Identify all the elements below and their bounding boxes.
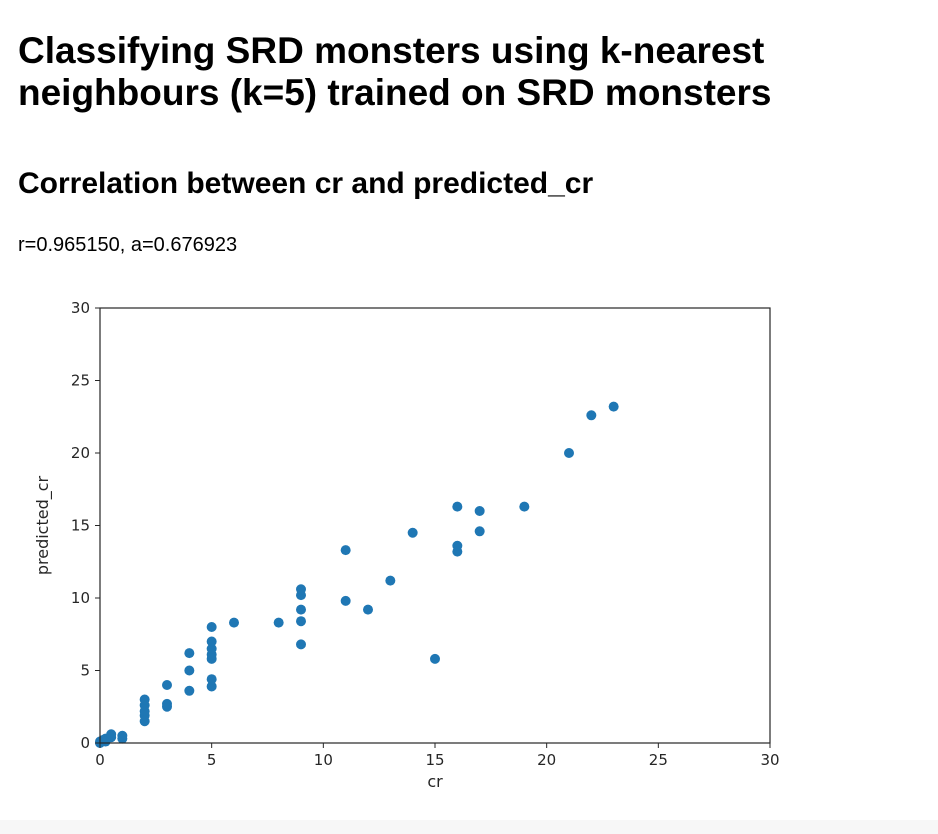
data-point [139, 694, 150, 705]
data-point [106, 729, 117, 740]
data-point [608, 401, 619, 412]
data-point [206, 674, 217, 685]
data-point [296, 604, 306, 615]
x-tick-label: 15 [425, 751, 444, 769]
data-point [452, 501, 463, 512]
x-axis-ticks: 0 5 10 15 20 25 30 [95, 743, 780, 769]
data-point [296, 616, 306, 627]
y-tick-label: 25 [71, 372, 90, 390]
x-tick-label: 0 [95, 751, 105, 769]
x-tick-label: 10 [314, 751, 333, 769]
data-point [452, 540, 463, 551]
data-point [407, 527, 418, 538]
data-point [206, 622, 217, 632]
x-axis-label: cr [427, 772, 443, 791]
data-point [474, 526, 485, 537]
data-point [586, 410, 597, 421]
y-axis-ticks: 0 5 10 15 20 25 30 [71, 299, 100, 752]
data-point [474, 506, 485, 516]
data-point [296, 584, 306, 595]
data-point [117, 730, 128, 741]
y-tick-label: 30 [71, 299, 90, 317]
data-point [385, 575, 396, 586]
section-heading: Correlation between cr and predicted_cr [18, 167, 594, 200]
y-tick-label: 0 [80, 734, 90, 752]
page-title: Classifying SRD monsters using k-nearest… [18, 30, 772, 113]
correlation-stats: r=0.965150, a=0.676923 [18, 234, 238, 256]
x-tick-label: 5 [207, 751, 217, 769]
data-point [273, 617, 284, 628]
y-tick-label: 15 [71, 517, 90, 535]
data-point [184, 665, 195, 676]
y-tick-label: 10 [71, 589, 90, 607]
y-axis-label: predicted_cr [33, 475, 53, 575]
data-point [184, 685, 195, 696]
data-point [296, 639, 306, 650]
data-point [340, 595, 351, 606]
data-point [340, 545, 351, 556]
points-layer [95, 401, 619, 748]
data-point [363, 604, 373, 615]
scatter-chart: 0 5 10 15 20 25 30 0 5 10 15 20 25 30 cr predicted_c… [33, 299, 780, 791]
data-point [162, 680, 172, 690]
x-tick-label: 20 [537, 751, 556, 769]
x-tick-label: 25 [649, 751, 668, 769]
data-point [206, 636, 217, 647]
data-point [184, 648, 195, 659]
data-point [229, 617, 239, 628]
data-point [206, 643, 217, 654]
data-point [519, 501, 530, 512]
y-tick-label: 5 [80, 662, 90, 680]
chart-container: 0 5 10 15 20 25 30 0 5 10 15 20 25 30 cr predicted_c… [0, 280, 938, 820]
plot-frame [99, 307, 771, 744]
data-point [162, 698, 172, 709]
x-tick-label: 30 [760, 751, 779, 769]
y-tick-label: 20 [71, 444, 90, 462]
data-point [564, 448, 574, 458]
data-point [430, 653, 440, 664]
data-point [206, 681, 217, 692]
bottom-band [0, 820, 938, 834]
